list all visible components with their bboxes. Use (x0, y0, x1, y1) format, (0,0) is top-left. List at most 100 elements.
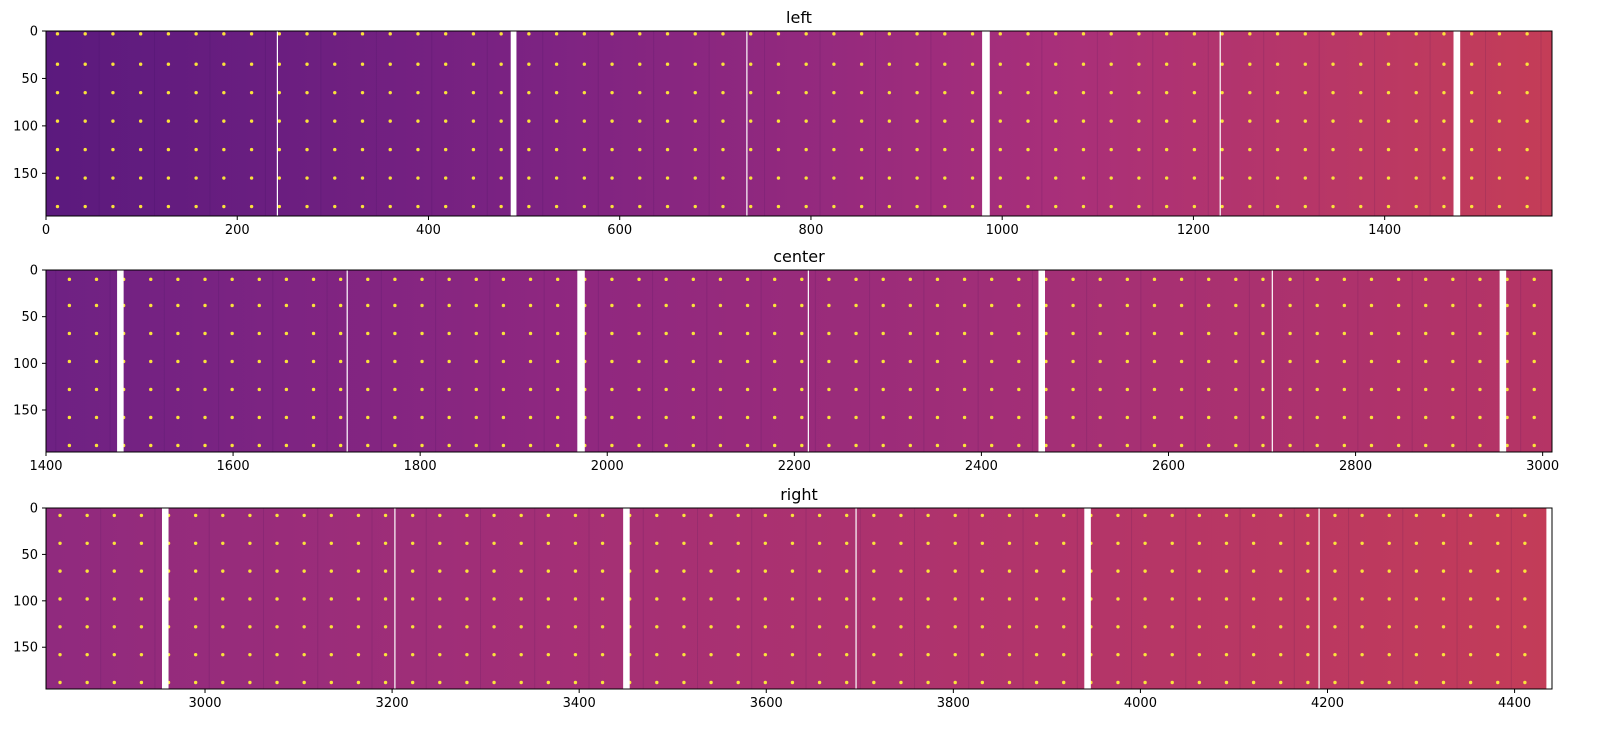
right-spot (1414, 680, 1419, 685)
center-spot (1071, 359, 1075, 364)
right-spot (465, 625, 469, 629)
center-x-tick-label: 2200 (778, 459, 811, 474)
center-spot (962, 303, 967, 308)
left-spot (887, 176, 892, 180)
left-spot (638, 32, 642, 36)
left-spot (249, 32, 254, 36)
right-spot (1387, 541, 1391, 545)
center-spot (1396, 277, 1401, 282)
left-spot (1414, 62, 1418, 66)
center-spot (1288, 415, 1292, 420)
center-panel: center 1400 1600 1800 2000 2200 2400 2600 2800 30… (13, 247, 1559, 474)
center-spot (1261, 359, 1265, 364)
center-spot (1098, 415, 1102, 420)
center-spot (393, 303, 397, 308)
right-spot (492, 541, 496, 545)
right-spot (1496, 625, 1500, 629)
right-spot (1414, 513, 1419, 518)
left-spot (1469, 119, 1474, 123)
center-spot (772, 303, 777, 308)
right-spot (1279, 513, 1283, 518)
right-x-tick-label: 4400 (1498, 696, 1531, 711)
left-spot (499, 90, 503, 95)
right-spot (709, 625, 713, 629)
left-spot (610, 32, 614, 36)
right-spot (790, 569, 795, 573)
center-spot (94, 443, 99, 448)
center-spot (420, 277, 424, 282)
right-spot (763, 680, 768, 685)
center-spot (149, 443, 153, 448)
center-spot (1071, 415, 1075, 420)
right-spot (763, 652, 768, 657)
right-spot (465, 513, 469, 518)
left-spot (1303, 32, 1308, 36)
center-spot (149, 415, 153, 420)
center-spot (1261, 387, 1265, 392)
center-spot (772, 443, 777, 448)
left-spot (1192, 147, 1197, 152)
left-spot (1442, 119, 1446, 123)
right-spot (953, 541, 957, 545)
right-spot (600, 625, 605, 629)
center-spot (881, 387, 885, 392)
left-spot (1220, 176, 1224, 180)
center-spot (230, 387, 234, 392)
right-spot (845, 569, 849, 573)
left-spot (887, 119, 892, 123)
right-spot (1062, 597, 1066, 601)
left-spot (83, 62, 87, 66)
right-spot (329, 625, 333, 629)
right-spot (1143, 513, 1147, 518)
left-spot (305, 90, 309, 95)
right-spot (1170, 625, 1174, 629)
center-spot (311, 443, 316, 448)
center-spot (1532, 359, 1536, 364)
center-spot (284, 277, 289, 282)
left-spot (1248, 32, 1252, 36)
left-spot (1164, 176, 1169, 180)
left-spot (1054, 176, 1058, 180)
right-spot (193, 569, 198, 573)
left-spot (138, 119, 143, 123)
center-spot (528, 415, 533, 420)
center-spot (908, 443, 913, 448)
left-spot (222, 147, 226, 152)
right-spot (709, 680, 713, 685)
right-spot (1523, 569, 1527, 573)
left-spot (1137, 62, 1141, 66)
center-spot (1179, 331, 1184, 336)
left-spot (859, 147, 864, 152)
center-spot (284, 331, 289, 336)
left-spot (83, 147, 87, 152)
center-spot (1505, 277, 1509, 282)
center-spot (1369, 415, 1374, 420)
right-spot (193, 597, 198, 601)
right-spot (85, 513, 89, 518)
right-spot (1441, 569, 1446, 573)
center-spot (1288, 359, 1292, 364)
right-spot (193, 680, 198, 685)
right-spot (926, 597, 930, 601)
left-spot (55, 204, 60, 209)
center-spot (1234, 277, 1238, 282)
right-spot (1441, 513, 1446, 518)
left-spot (471, 204, 476, 209)
center-spot (203, 359, 207, 364)
right-spot (1333, 541, 1337, 545)
left-spot (693, 176, 697, 180)
left-spot (416, 90, 420, 95)
center-spot (1261, 443, 1265, 448)
center-spot (203, 415, 207, 420)
left-spot (166, 32, 171, 36)
center-spot (1044, 303, 1048, 308)
right-spot (492, 625, 496, 629)
right-spot (1007, 680, 1012, 685)
right-spot (872, 625, 876, 629)
left-spot (1248, 90, 1252, 95)
left-spot (1164, 90, 1169, 95)
center-spot (1288, 331, 1292, 336)
left-spot (554, 119, 559, 123)
center-spot (637, 387, 641, 392)
left-spot (582, 204, 587, 209)
